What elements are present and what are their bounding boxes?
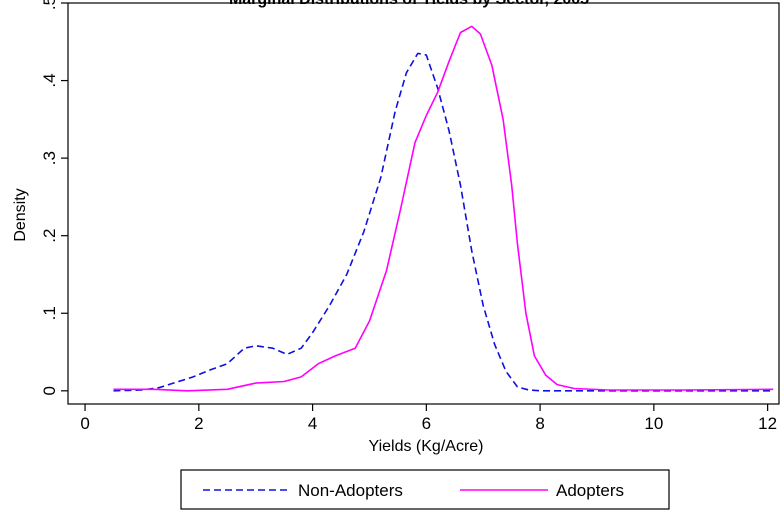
y-tick-label: .2 (40, 229, 59, 243)
y-axis: 0 .1 .2 .3 .4 .5 (40, 0, 68, 396)
x-axis-title: Yields (Kg/Acre) (369, 438, 484, 455)
x-axis: 0 2 4 6 8 10 12 (80, 404, 777, 433)
x-tick-label: 4 (308, 414, 317, 433)
x-tick-label: 10 (644, 414, 663, 433)
x-tick-label: 12 (758, 414, 777, 433)
series-layer (113, 25, 774, 392)
legend-label-adopters: Adopters (556, 481, 624, 500)
x-tick-label: 0 (80, 414, 89, 433)
y-tick-label: .4 (40, 73, 59, 87)
series-line-adopters (113, 25, 774, 392)
y-axis-title: Density (12, 188, 29, 241)
x-tick-label: 2 (194, 414, 203, 433)
series-line-non-adopters (113, 52, 774, 392)
plot-area-frame (67, 2, 780, 405)
x-tick-label: 8 (535, 414, 544, 433)
x-tick-label: 6 (422, 414, 431, 433)
legend-label-non-adopters: Non-Adopters (298, 481, 403, 500)
chart-title: Marginal Distributions of Yields by Sect… (229, 0, 589, 8)
y-tick-label: .1 (40, 306, 59, 320)
legend: Non-Adopters Adopters (180, 469, 670, 510)
y-tick-label: 0 (40, 386, 59, 395)
y-tick-label: .5 (40, 0, 59, 10)
y-tick-label: .3 (40, 151, 59, 165)
